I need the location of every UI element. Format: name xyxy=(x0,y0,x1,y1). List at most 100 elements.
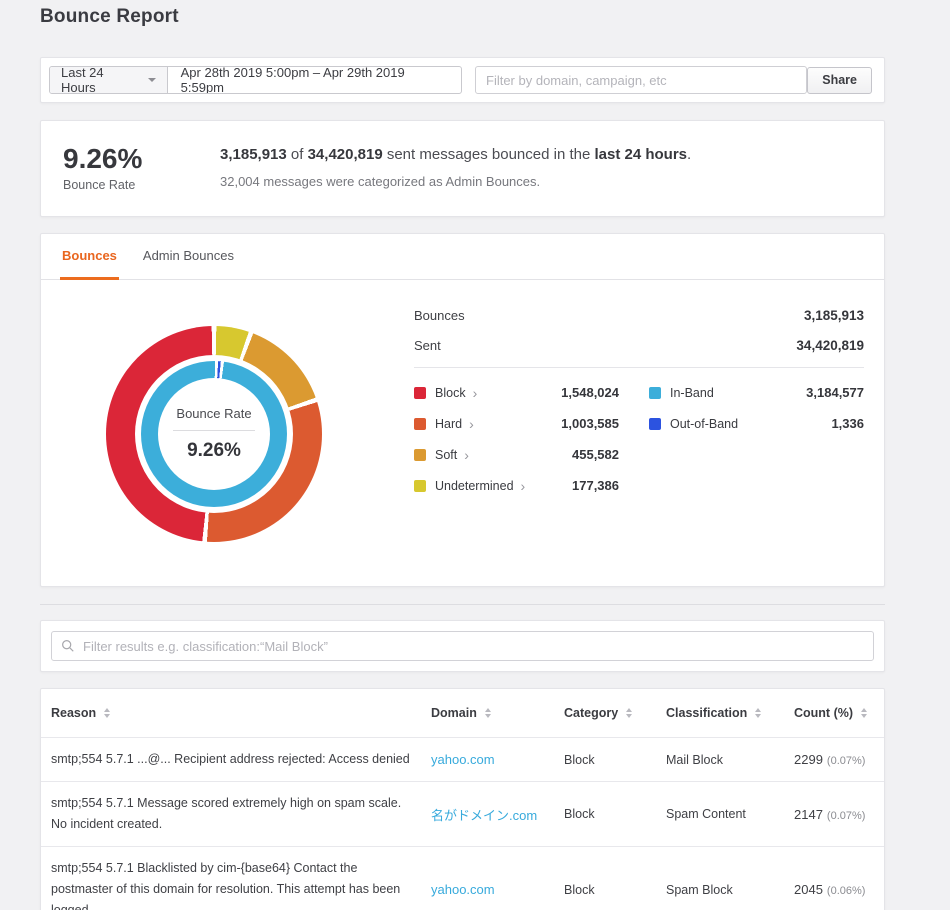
domain-link[interactable]: yahoo.com xyxy=(431,752,495,767)
legend-item-block[interactable]: Block › 1,548,024 xyxy=(414,377,619,408)
domain-cell: yahoo.com xyxy=(431,752,564,767)
legend-item-out-of-band: Out-of-Band 1,336 xyxy=(649,408,864,439)
domain-link[interactable]: 名がドメイン.com xyxy=(431,807,538,823)
chevron-right-icon[interactable]: › xyxy=(469,415,474,432)
count-cell: 2045 (0.06%) xyxy=(794,882,874,897)
table-row: smtp;554 5.7.1 Message scored extremely … xyxy=(41,781,884,846)
chevron-right-icon[interactable]: › xyxy=(520,477,526,494)
category-cell: Block xyxy=(564,882,595,897)
summary-range: last 24 hours xyxy=(594,146,688,163)
sent-total-value: 34,420,819 xyxy=(796,337,864,353)
block-swatch xyxy=(414,386,426,399)
col-header-count[interactable]: Count (%) xyxy=(794,706,874,720)
legend-columns: Block › 1,548,024 Hard › 1,003,585 xyxy=(414,377,864,501)
col-label: Category xyxy=(564,706,619,720)
col-label: Count (%) xyxy=(794,706,854,720)
results-filter-card xyxy=(40,620,885,672)
legend-item-soft[interactable]: Soft › 455,582 xyxy=(414,439,619,470)
bounce-reasons-table: Reason Domain Category Classification Co… xyxy=(40,688,885,910)
share-button[interactable]: Share xyxy=(807,66,872,94)
legend-value: 3,184,577 xyxy=(806,385,864,400)
legend-label: In-Band xyxy=(670,385,714,400)
tab-bar: Bounces Admin Bounces xyxy=(41,234,884,280)
sent-count: 34,420,819 xyxy=(307,146,383,163)
date-range-control: Last 24 Hours Apr 28th 2019 5:00pm – Apr… xyxy=(49,66,462,94)
sort-icon[interactable] xyxy=(484,708,491,718)
bounces-total-label: Bounces xyxy=(414,307,465,323)
chart-section: Bounce Rate 9.26% Bounces 3,185,913 Sent… xyxy=(41,280,884,586)
legend-value: 177,386 xyxy=(572,478,619,493)
chevron-down-icon xyxy=(147,78,156,82)
col-header-domain[interactable]: Domain xyxy=(431,706,564,720)
legend-item-in-band: In-Band 3,184,577 xyxy=(649,377,864,408)
date-preset-dropdown[interactable]: Last 24 Hours xyxy=(50,67,168,93)
count-percent: (0.07%) xyxy=(826,809,866,822)
chevron-right-icon[interactable]: › xyxy=(472,384,478,401)
sort-icon[interactable] xyxy=(626,708,633,718)
count-cell: 2147 (0.07%) xyxy=(794,807,874,822)
col-label: Classification xyxy=(666,706,748,720)
table-header-row: Reason Domain Category Classification Co… xyxy=(41,689,884,737)
results-filter-input[interactable] xyxy=(83,638,864,654)
classification-cell: Mail Block xyxy=(666,752,723,767)
report-toolbar: Last 24 Hours Apr 28th 2019 5:00pm – Apr… xyxy=(40,57,885,103)
page-title: Bounce Report xyxy=(40,6,179,27)
classification-cell: Spam Content xyxy=(666,807,746,821)
undetermined-swatch xyxy=(414,479,426,492)
summary-text-end: . xyxy=(687,146,692,163)
bounce-rate-label: Bounce Rate xyxy=(63,178,136,192)
date-range-value[interactable]: Apr 28th 2019 5:00pm – Apr 29th 2019 5:5… xyxy=(180,66,405,94)
classification-cell: Spam Block xyxy=(666,882,733,897)
domain-cell: 名がドメイン.com xyxy=(431,805,564,824)
col-header-category[interactable]: Category xyxy=(564,706,666,720)
donut-center-divider xyxy=(173,430,255,431)
bounce-rate-block: 9.26% Bounce Rate xyxy=(63,143,198,193)
sort-icon[interactable] xyxy=(755,708,762,718)
tab-admin-bounces[interactable]: Admin Bounces xyxy=(142,248,234,263)
table-row: smtp;554 5.7.1 ...@... Recipient address… xyxy=(41,737,884,781)
count-value: 2299 xyxy=(794,752,823,767)
search-icon xyxy=(62,640,74,652)
page-content: Bounce Report Last 24 Hours Apr 28th 201… xyxy=(40,0,885,910)
donut-center: Bounce Rate 9.26% xyxy=(158,378,270,490)
legend-value: 455,582 xyxy=(572,447,619,462)
table-row: smtp;554 5.7.1 Blacklisted by cim-{base6… xyxy=(41,846,884,910)
tab-bounces[interactable]: Bounces xyxy=(60,234,119,280)
sent-total-label: Sent xyxy=(414,337,441,353)
section-divider xyxy=(40,604,885,605)
reason-cell: smtp;554 5.7.1 Blacklisted by cim-{base6… xyxy=(51,861,401,910)
legend-item-undetermined[interactable]: Undetermined › 177,386 xyxy=(414,470,619,501)
legend-item-hard[interactable]: Hard › 1,003,585 xyxy=(414,408,619,439)
domain-link[interactable]: yahoo.com xyxy=(431,882,495,897)
summary-text-mid: sent messages bounced in the xyxy=(382,146,595,163)
bounced-count: 3,185,913 xyxy=(220,146,287,163)
legend-classifications: Block › 1,548,024 Hard › 1,003,585 xyxy=(414,377,619,501)
results-filter-box xyxy=(51,631,874,661)
date-preset-label: Last 24 Hours xyxy=(61,66,104,94)
reason-cell: smtp;554 5.7.1 ...@... Recipient address… xyxy=(51,752,410,766)
domain-filter-input[interactable] xyxy=(475,66,808,94)
col-label: Reason xyxy=(51,706,97,720)
legend-label: Hard xyxy=(435,416,463,431)
hard-swatch xyxy=(414,417,426,430)
category-cell: Block xyxy=(564,752,595,767)
count-percent: (0.07%) xyxy=(826,755,866,767)
count-value: 2045 xyxy=(794,882,823,897)
chevron-right-icon[interactable]: › xyxy=(464,446,469,463)
category-cell: Block xyxy=(564,807,595,821)
legend-value: 1,548,024 xyxy=(561,385,619,400)
soft-swatch xyxy=(414,448,426,461)
sort-icon[interactable] xyxy=(861,708,868,718)
legend-value: 1,003,585 xyxy=(561,416,619,431)
sort-icon[interactable] xyxy=(104,708,111,718)
domain-cell: yahoo.com xyxy=(431,882,564,897)
bounce-rate-value: 9.26% xyxy=(63,143,143,174)
donut-center-value: 9.26% xyxy=(187,440,241,461)
legend-divider xyxy=(414,367,864,368)
summary-card: 9.26% Bounce Rate 3,185,913 of 34,420,81… xyxy=(40,120,885,217)
col-header-classification[interactable]: Classification xyxy=(666,706,794,720)
sent-total-row: Sent 34,420,819 xyxy=(414,330,864,360)
bounces-total-value: 3,185,913 xyxy=(803,307,864,323)
legend-value: 1,336 xyxy=(831,416,864,431)
col-header-reason[interactable]: Reason xyxy=(51,706,431,720)
